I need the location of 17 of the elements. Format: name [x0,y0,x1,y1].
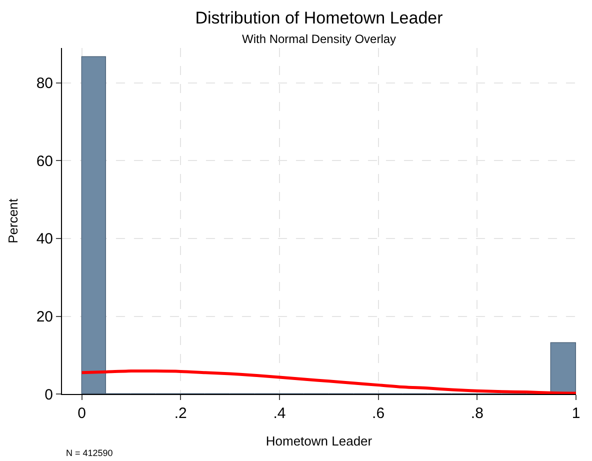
text: N = 412590 [66,448,113,458]
chart-title: Distribution of Hometown Leader [195,8,444,28]
x-tick-label: .6 [372,405,385,422]
x-tick-label: .8 [470,405,484,422]
y-tick-label: 0 [44,386,53,404]
x-tick-label: 1 [572,405,580,422]
y-tick-label: 60 [36,152,53,170]
x-tick-label: 0 [78,405,86,422]
x-axis-title: Hometown Leader [266,434,373,449]
chart-subtitle: With Normal Density Overlay [242,32,396,46]
y-axis-title: Percent [5,198,20,244]
x-tick-label: .2 [174,405,187,422]
y-tick-label: 20 [36,308,53,326]
y-tick-label: 80 [36,75,53,92]
x-tick-label: .4 [273,405,286,422]
line-series [80,369,576,394]
y-tick-label: 40 [36,230,53,248]
